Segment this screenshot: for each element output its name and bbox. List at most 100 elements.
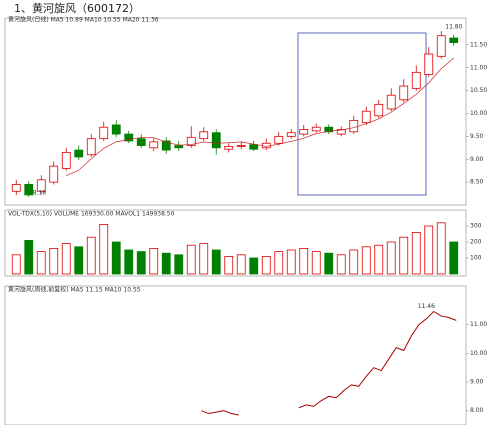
volume-bar — [349, 249, 359, 275]
candle-body — [161, 140, 171, 151]
candle-body — [286, 132, 296, 137]
annotation: 8.18 — [33, 189, 47, 196]
volume-bar — [24, 239, 34, 275]
y-tick-label: 9.50 — [470, 133, 484, 140]
candle-body — [111, 124, 121, 135]
candle-body — [236, 145, 246, 147]
candle-body — [149, 141, 159, 149]
volume-bar — [424, 225, 434, 275]
y-tick-label: 10.00 — [470, 350, 487, 357]
y-tick-label: 10.00 — [470, 110, 487, 117]
volume-bar — [274, 251, 284, 275]
candle-body — [349, 119, 359, 133]
candle-body — [311, 126, 321, 132]
candle-body — [36, 179, 46, 192]
panel-header: 黄河旋风(日线) MA5 10.89 MA10 10.55 MA20 11.36 — [8, 16, 159, 24]
volume-bar — [236, 254, 246, 275]
panel-frame — [4, 285, 467, 426]
volume-bar — [124, 249, 134, 275]
panel-frame — [4, 209, 467, 277]
candle-body — [224, 146, 234, 150]
y-tick-label: 300 — [470, 223, 482, 230]
candle-body — [186, 136, 196, 146]
volume-bar — [11, 254, 21, 275]
volume-bar — [86, 236, 96, 275]
volume-bar — [199, 243, 209, 275]
volume-bar — [374, 244, 384, 275]
y-tick-label: 10.50 — [470, 87, 487, 94]
volume-bar — [361, 246, 371, 275]
candle-body — [211, 132, 221, 149]
y-tick-label: 100 — [470, 255, 482, 262]
volume-bar — [224, 255, 234, 275]
candle-body — [174, 145, 184, 149]
candle-body — [274, 135, 284, 144]
panel-frame — [4, 17, 467, 206]
annotation: 11.46 — [418, 303, 435, 310]
volume-bar — [324, 252, 334, 275]
candle-body — [199, 131, 209, 140]
volume-bar — [61, 243, 71, 275]
volume-bar — [261, 255, 271, 275]
candle-body — [11, 184, 21, 192]
y-tick-label: 8.50 — [470, 179, 484, 186]
candle-body — [336, 129, 346, 135]
volume-bar — [286, 249, 296, 275]
volume-bar — [186, 244, 196, 275]
candle-body — [86, 138, 96, 156]
volume-bar — [449, 241, 459, 275]
candle-body — [386, 94, 396, 110]
page-title: 1、黄河旋风（600172） — [14, 1, 140, 15]
y-tick-label: 11.00 — [470, 64, 487, 71]
volume-bar — [211, 249, 221, 275]
candle-body — [261, 142, 271, 149]
candle-body — [99, 126, 109, 140]
volume-bar — [161, 252, 171, 275]
volume-bar — [299, 247, 309, 275]
volume-bar — [99, 223, 109, 275]
volume-bar — [49, 247, 59, 275]
candle-body — [449, 37, 459, 43]
candle-body — [324, 126, 334, 133]
annotation: 11.80 — [445, 24, 462, 31]
selection-box — [297, 32, 427, 196]
y-tick-label: 9.00 — [470, 156, 484, 163]
volume-bar — [36, 251, 46, 275]
candle-body — [136, 138, 146, 146]
volume-bar — [386, 241, 396, 275]
panel-header: 黄河旋风(周线,前复权) MA5 11.15 MA10 10.55 — [8, 286, 141, 294]
candle-body — [61, 151, 71, 169]
y-tick-label: 200 — [470, 239, 482, 246]
candle-body — [436, 35, 446, 57]
candle-body — [399, 85, 409, 101]
volume-bar — [174, 254, 184, 275]
panel-header: VOL-TDX(5,10) VOLUME 169330.00 MAVOL1 14… — [8, 211, 175, 218]
ma-line — [66, 57, 454, 177]
y-tick-label: 11.50 — [470, 41, 487, 48]
volume-bar — [399, 236, 409, 275]
volume-bar — [336, 254, 346, 275]
volume-bar — [74, 246, 84, 275]
y-tick-label: 8.00 — [470, 407, 484, 414]
candle-body — [249, 144, 259, 150]
candle-body — [74, 149, 84, 158]
volume-bar — [111, 241, 121, 275]
candle-body — [411, 71, 421, 89]
volume-bar — [311, 251, 321, 275]
volume-bar — [411, 231, 421, 275]
y-tick-label: 11.00 — [470, 321, 487, 328]
candle-body — [374, 103, 384, 117]
candle-body — [49, 165, 59, 183]
volume-bar — [249, 257, 259, 275]
candle-body — [24, 184, 34, 196]
price-line — [201, 310, 457, 416]
y-tick-label: 9.00 — [470, 379, 484, 386]
candle-body — [361, 110, 371, 124]
volume-bar — [149, 247, 159, 275]
candle-body — [124, 133, 134, 142]
candle-body — [299, 129, 309, 135]
candle-body — [424, 53, 434, 76]
volume-bar — [136, 251, 146, 275]
volume-bar — [436, 222, 446, 275]
